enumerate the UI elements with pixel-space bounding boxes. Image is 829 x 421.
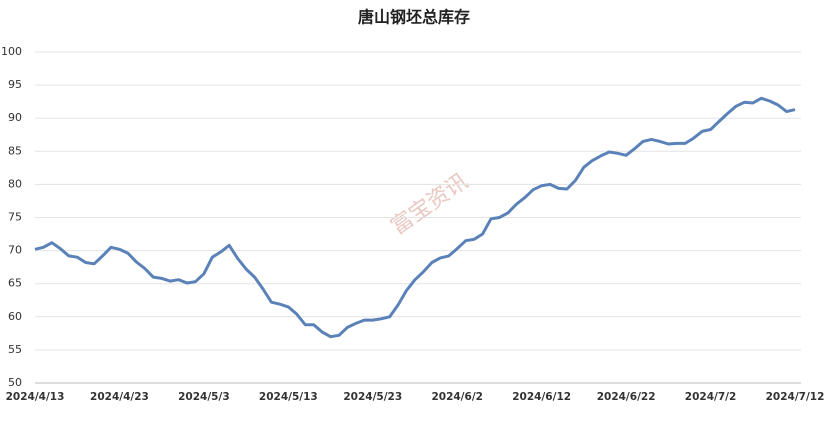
x-tick-label: 2024/7/2 <box>685 391 737 403</box>
y-tick-label: 100 <box>1 45 22 58</box>
y-tick-label: 75 <box>8 211 22 224</box>
x-tick-label: 2024/6/12 <box>512 391 571 403</box>
x-tick-label: 2024/7/12 <box>766 391 825 403</box>
y-tick-label: 80 <box>8 177 22 190</box>
y-tick-label: 55 <box>8 343 22 356</box>
y-tick-label: 65 <box>8 277 22 290</box>
x-tick-label: 2024/4/13 <box>6 391 65 403</box>
y-tick-label: 85 <box>8 144 22 157</box>
x-tick-label: 2024/5/13 <box>259 391 318 403</box>
x-tick-label: 2024/4/23 <box>90 391 149 403</box>
watermark: 富宝资讯 <box>386 169 472 240</box>
y-tick-label: 60 <box>8 310 22 323</box>
chart-title: 唐山钢坯总库存 <box>358 8 470 27</box>
y-tick-label: 50 <box>8 376 22 389</box>
y-tick-label: 95 <box>8 78 22 91</box>
x-tick-label: 2024/6/2 <box>431 391 483 403</box>
x-tick-label: 2024/5/3 <box>178 391 230 403</box>
y-tick-label: 70 <box>8 244 22 257</box>
x-tick-label: 2024/5/23 <box>343 391 402 403</box>
x-tick-label: 2024/6/22 <box>597 391 656 403</box>
line-series <box>34 96 796 339</box>
y-tick-label: 90 <box>8 111 22 124</box>
